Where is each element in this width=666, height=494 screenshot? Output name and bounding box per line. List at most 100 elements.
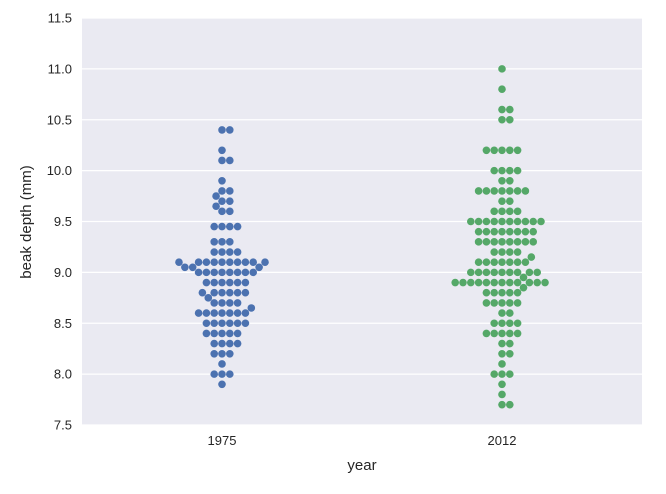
- data-point-2012: [498, 105, 506, 114]
- data-point-1975: [241, 278, 250, 287]
- data-point-2012: [513, 299, 522, 307]
- data-point-2012: [482, 278, 491, 287]
- data-point-2012: [474, 278, 483, 287]
- data-point-2012: [513, 329, 522, 338]
- y-axis-label: beak depth (mm): [18, 165, 35, 278]
- y-tick-label: 10.5: [47, 112, 72, 127]
- data-point-2012: [498, 238, 506, 246]
- data-point-2012: [525, 278, 534, 287]
- x-tick-label: 2012: [488, 433, 517, 448]
- data-point-1975: [233, 329, 242, 338]
- data-point-1975: [188, 263, 197, 272]
- data-point-2012: [498, 207, 506, 216]
- data-point-1975: [226, 288, 234, 297]
- data-point-2012: [490, 299, 499, 307]
- data-point-2012: [521, 187, 530, 195]
- data-point-1975: [233, 258, 242, 267]
- data-point-1975: [194, 258, 203, 267]
- data-point-1975: [212, 192, 220, 200]
- data-point-1975: [175, 258, 183, 267]
- data-point-2012: [513, 278, 522, 287]
- data-point-2012: [490, 187, 499, 195]
- data-point-1975: [210, 288, 218, 297]
- data-point-2012: [506, 197, 514, 205]
- data-point-1975: [218, 177, 226, 185]
- data-point-2012: [525, 268, 534, 277]
- data-point-2012: [506, 319, 514, 328]
- data-point-1975: [202, 278, 211, 287]
- data-point-2012: [482, 187, 491, 195]
- y-tick-label: 7.5: [54, 418, 72, 433]
- data-point-2012: [482, 146, 491, 155]
- data-point-1975: [210, 238, 218, 246]
- data-point-1975: [210, 222, 218, 231]
- data-point-2012: [490, 319, 499, 328]
- data-point-1975: [194, 309, 203, 317]
- data-point-1975: [226, 319, 234, 328]
- data-point-2012: [490, 146, 499, 155]
- data-point-1975: [210, 370, 218, 378]
- data-point-2012: [506, 370, 514, 378]
- data-point-2012: [498, 146, 506, 155]
- data-point-1975: [226, 238, 234, 246]
- data-point-1975: [241, 258, 250, 267]
- data-point-1975: [218, 222, 226, 231]
- data-point-1975: [210, 248, 218, 256]
- data-point-1975: [181, 263, 189, 272]
- data-point-1975: [202, 309, 211, 317]
- data-point-2012: [521, 217, 530, 226]
- data-point-1975: [218, 207, 226, 216]
- data-point-1975: [202, 258, 211, 267]
- x-axis-label: year: [347, 457, 376, 474]
- data-point-1975: [218, 288, 226, 297]
- data-point-2012: [474, 258, 483, 267]
- data-point-2012: [459, 278, 467, 287]
- data-point-1975: [202, 329, 211, 338]
- data-point-2012: [513, 268, 522, 277]
- data-point-1975: [226, 258, 234, 267]
- data-point-1975: [233, 288, 242, 297]
- data-point-1975: [210, 299, 218, 307]
- data-point-1975: [241, 309, 250, 317]
- data-point-2012: [498, 370, 506, 378]
- y-tick-label: 11.5: [48, 11, 72, 26]
- data-point-2012: [490, 238, 499, 246]
- data-point-1975: [218, 248, 226, 256]
- data-point-2012: [482, 288, 491, 297]
- y-tick-label: 11.0: [48, 61, 72, 76]
- data-point-2012: [498, 349, 506, 358]
- y-tick-label: 9.5: [54, 214, 72, 229]
- data-point-2012: [506, 400, 514, 409]
- data-point-1975: [226, 207, 234, 216]
- data-point-2012: [498, 217, 506, 226]
- data-point-1975: [210, 319, 218, 328]
- data-point-1975: [241, 268, 250, 277]
- data-point-1975: [233, 222, 242, 231]
- data-point-2012: [506, 278, 514, 287]
- data-point-2012: [498, 299, 506, 307]
- data-point-2012: [498, 85, 506, 94]
- data-point-2012: [506, 238, 514, 246]
- data-point-1975: [218, 197, 226, 205]
- data-point-1975: [226, 187, 234, 195]
- gridlines: [82, 17, 642, 426]
- data-point-2012: [498, 115, 506, 124]
- data-point-2012: [521, 238, 530, 246]
- data-point-2012: [498, 278, 506, 287]
- data-point-1975: [204, 294, 213, 302]
- data-point-1975: [218, 278, 226, 287]
- data-point-2012: [451, 278, 460, 287]
- data-point-1975: [218, 299, 226, 307]
- data-point-1975: [249, 258, 257, 267]
- data-point-2012: [529, 217, 537, 226]
- data-point-1975: [226, 197, 234, 205]
- data-point-1975: [198, 288, 207, 297]
- data-point-2012: [482, 299, 491, 307]
- data-point-1975: [210, 309, 218, 317]
- data-point-1975: [210, 268, 218, 277]
- data-point-2012: [498, 400, 506, 409]
- data-point-1975: [233, 278, 242, 287]
- data-point-1975: [249, 268, 257, 277]
- data-point-2012: [490, 227, 499, 236]
- data-point-2012: [467, 217, 475, 226]
